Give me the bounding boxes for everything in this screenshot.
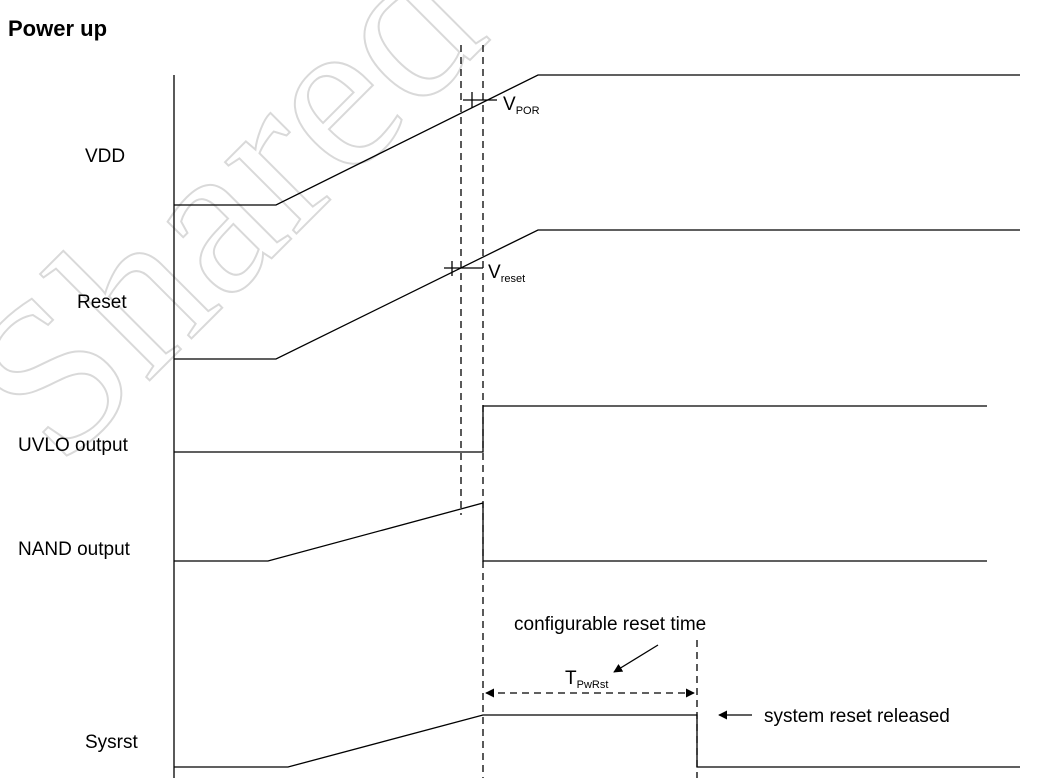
configurable-reset-arrow — [613, 644, 659, 673]
sysrst-waveform — [174, 714, 1020, 768]
reset-waveform — [174, 229, 1020, 360]
signal-label-vdd: VDD — [85, 146, 125, 167]
configurable-reset-time-label: configurable reset time — [514, 614, 706, 635]
vreset-label: Vreset — [488, 262, 525, 285]
watermark-text: Shared — [0, 0, 526, 504]
tpwrst-label: TPwRst — [565, 668, 608, 691]
signal-label-reset: Reset — [77, 292, 127, 313]
vpor-label: VPOR — [503, 94, 540, 117]
vdd-waveform — [174, 74, 1020, 206]
uvlo-output-waveform — [174, 405, 987, 453]
diagram-title: Power up — [8, 16, 107, 41]
nand-output-waveform — [174, 502, 987, 562]
signal-label-nand-output: NAND output — [18, 539, 131, 560]
system-reset-released-label: system reset released — [764, 706, 950, 727]
signal-label-uvlo-output: UVLO output — [18, 435, 129, 456]
signal-label-sysrst: Sysrst — [85, 732, 139, 753]
